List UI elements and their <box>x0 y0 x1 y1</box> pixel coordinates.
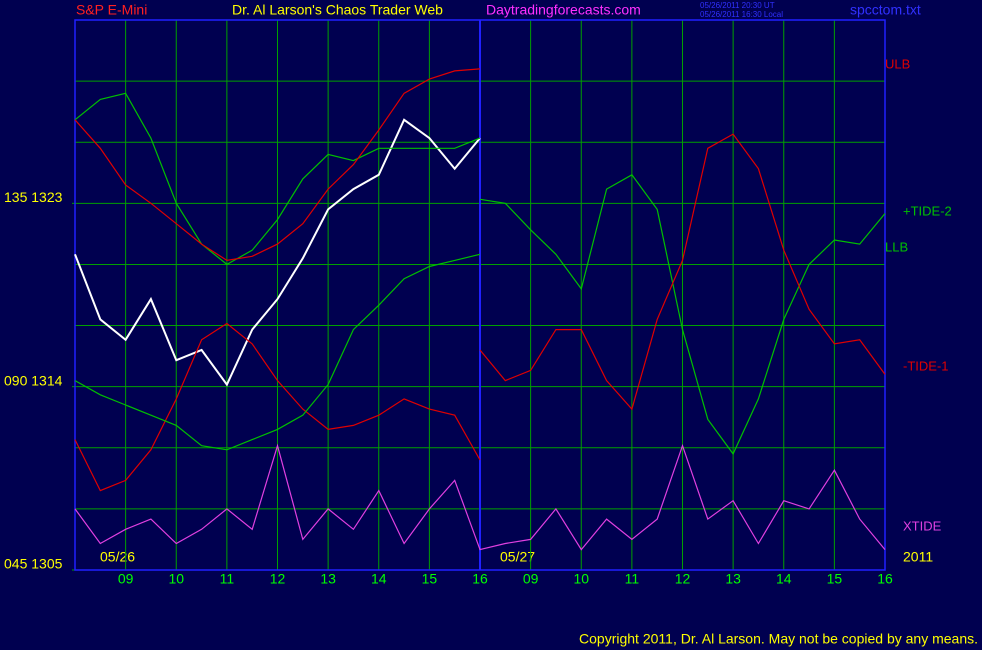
plot-border <box>74 19 886 571</box>
file: spcctom.txt <box>850 2 921 18</box>
copyright: Copyright 2011, Dr. Al Larson. May not b… <box>579 631 978 647</box>
x-tick-label: 13 <box>320 571 336 587</box>
x-tick-label: 12 <box>270 571 286 587</box>
x-tick-label: 09 <box>523 571 539 587</box>
series-line <box>74 92 481 266</box>
legend-label: LLB <box>885 239 908 254</box>
y-tick-label: 090 1314 <box>4 372 63 388</box>
series-line <box>74 118 481 387</box>
x-tick-label: 13 <box>725 571 741 587</box>
site: Daytradingforecasts.com <box>486 2 641 18</box>
x-tick-label: 11 <box>220 571 235 587</box>
x-tick-label: 16 <box>877 571 893 587</box>
y-tick-label: 135 1323 <box>4 189 63 205</box>
legend-label: ULB <box>885 56 910 71</box>
series-line <box>74 322 481 492</box>
x-tick-label: 15 <box>827 571 843 587</box>
series-line <box>74 68 481 262</box>
symbol: S&P E-Mini <box>76 2 147 18</box>
series-line <box>74 443 886 551</box>
date-label: 05/26 <box>100 549 135 565</box>
x-tick-label: 14 <box>776 571 792 587</box>
legend-label: XTIDE <box>903 518 942 533</box>
chart-title: Dr. Al Larson's Chaos Trader Web <box>232 2 443 18</box>
series-line <box>479 174 886 456</box>
x-tick-label: 16 <box>472 571 488 587</box>
legend-label: +TIDE-2 <box>903 203 952 218</box>
legend-label: -TIDE-1 <box>903 358 949 373</box>
stamp: 05/26/2011 20:30 UT <box>700 1 775 10</box>
series-line <box>479 133 886 411</box>
x-tick-label: 14 <box>371 571 387 587</box>
stamp: 05/26/2011 16:30 Local <box>700 10 783 19</box>
x-tick-label: 12 <box>675 571 691 587</box>
x-tick-label: 10 <box>168 571 184 587</box>
series-line <box>74 253 481 451</box>
x-tick-label: 09 <box>118 571 134 587</box>
date-label: 05/27 <box>500 549 535 565</box>
x-tick-label: 10 <box>573 571 589 587</box>
x-tick-label: 11 <box>625 571 640 587</box>
y-tick-label: 045 1305 <box>4 556 63 572</box>
date-label: 2011 <box>903 549 933 565</box>
x-tick-label: 15 <box>422 571 438 587</box>
